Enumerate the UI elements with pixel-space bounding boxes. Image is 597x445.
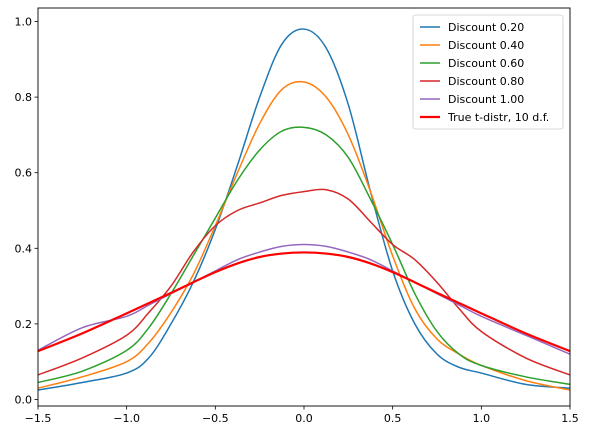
y-tick-label: 0.4	[15, 242, 33, 255]
x-tick-label: −1.5	[25, 412, 52, 425]
series-line-3	[37, 126, 571, 386]
x-tick-label: −1.0	[113, 412, 140, 425]
x-tick-label: −0.5	[202, 412, 229, 425]
legend-label-5: Discount 1.00	[448, 93, 524, 106]
x-tick-label: 0.0	[295, 412, 313, 425]
series-line-1	[37, 28, 571, 391]
y-tick-label: 0.0	[15, 394, 33, 407]
x-tick-label: 0.5	[384, 412, 402, 425]
legend: Discount 0.20 Discount 0.40 Discount 0.60 D…	[412, 14, 564, 130]
legend-label-4: Discount 0.80	[448, 75, 524, 88]
x-axis: −1.5 −1.0 −0.5 0.0 0.5 1.0 1.5	[25, 406, 579, 425]
series-layer	[37, 28, 571, 391]
legend-label-2: Discount 0.40	[448, 39, 524, 52]
series-line-6	[37, 251, 571, 353]
legend-label-6: True t-distr, 10 d.f.	[447, 111, 549, 124]
y-tick-label: 0.6	[15, 167, 33, 180]
legend-frame	[412, 14, 564, 130]
y-tick-label: 0.8	[15, 91, 33, 104]
y-axis: 0.0 0.2 0.4 0.6 0.8 1.0	[15, 16, 38, 407]
y-tick-label: 1.0	[15, 16, 33, 29]
series-line-5	[37, 243, 571, 355]
legend-label-1: Discount 0.20	[448, 21, 524, 34]
y-tick-label: 0.2	[15, 318, 33, 331]
x-tick-label: 1.0	[473, 412, 491, 425]
series-line-2	[37, 80, 571, 391]
legend-label-3: Discount 0.60	[448, 57, 524, 70]
x-tick-label: 1.5	[561, 412, 579, 425]
